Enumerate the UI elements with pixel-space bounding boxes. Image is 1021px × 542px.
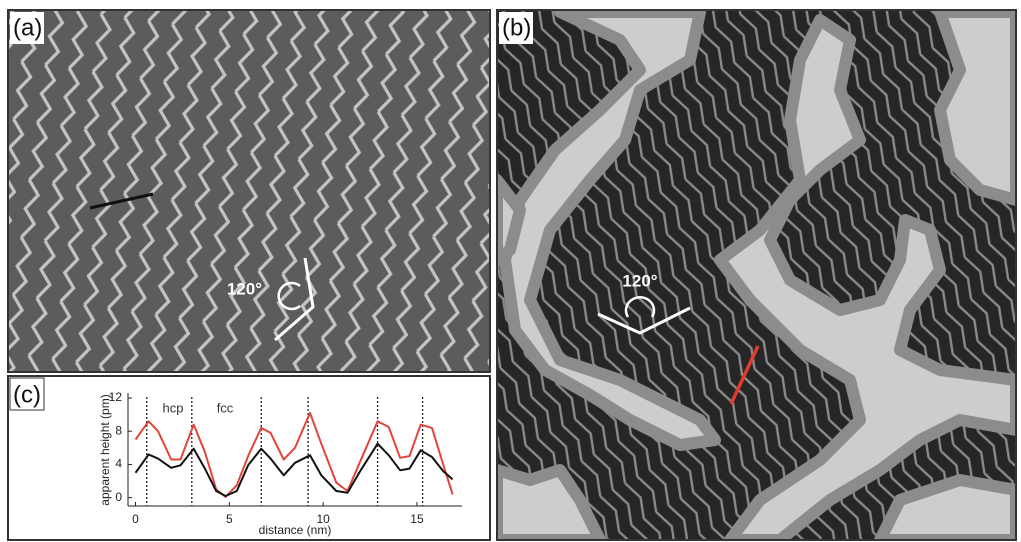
panel-label: (c) bbox=[13, 381, 41, 408]
y-tick-label: 8 bbox=[115, 423, 122, 437]
angle-label: 120° bbox=[622, 271, 657, 290]
panel-b: (b) 120° bbox=[497, 10, 1016, 540]
angle-label: 120° bbox=[227, 279, 262, 298]
y-tick-label: 4 bbox=[115, 457, 122, 471]
y-axis-title: apparent height (pm) bbox=[98, 394, 112, 505]
figure: (a) 120° (b) 120° (c) apparent height (p… bbox=[0, 0, 1021, 542]
x-tick-label: 10 bbox=[316, 512, 330, 526]
y-tick-label: 12 bbox=[109, 390, 123, 404]
panel-c: (c) apparent height (pm) distance (nm) h… bbox=[8, 376, 490, 540]
annotation: hcp bbox=[163, 400, 184, 415]
y-tick-label: 0 bbox=[115, 490, 122, 504]
panel-label: (b) bbox=[502, 14, 531, 41]
panel-label: (a) bbox=[13, 14, 42, 41]
x-tick-label: 0 bbox=[132, 512, 139, 526]
x-tick-label: 15 bbox=[410, 512, 424, 526]
annotation: fcc bbox=[217, 400, 234, 415]
panel-a: (a) 120° bbox=[8, 10, 490, 372]
stm-image-a bbox=[8, 10, 490, 372]
x-tick-label: 5 bbox=[226, 512, 233, 526]
